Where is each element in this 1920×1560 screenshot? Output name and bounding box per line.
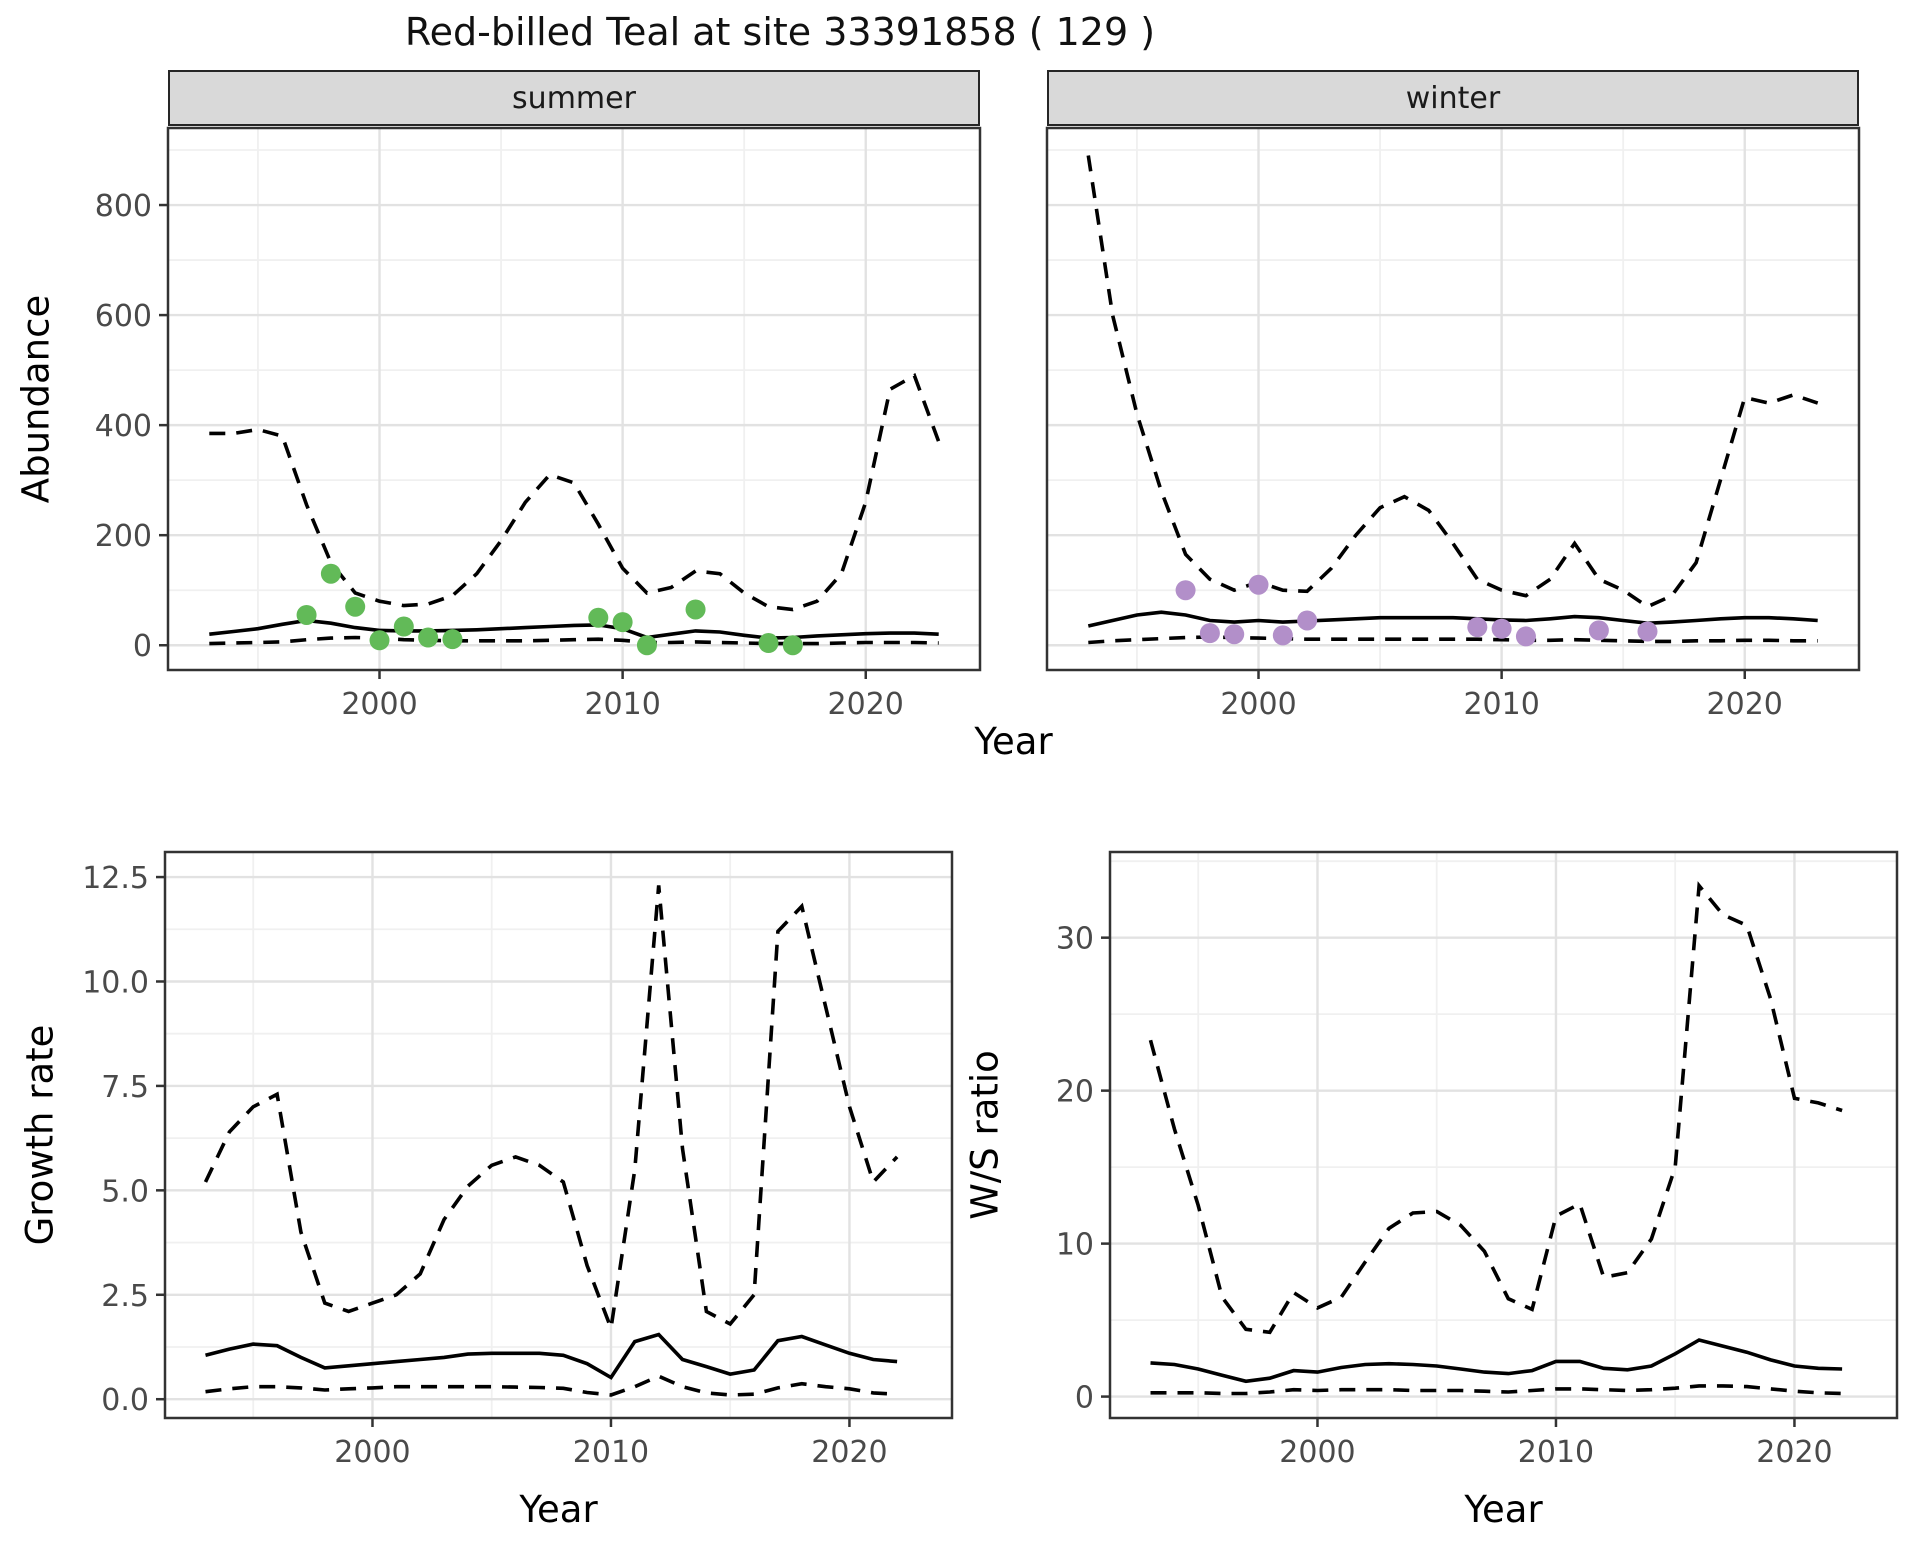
svg-text:200: 200 xyxy=(95,519,152,554)
svg-text:5.0: 5.0 xyxy=(101,1174,149,1209)
facet-label-winter: winter xyxy=(1405,80,1501,116)
x-axis-label-top: Year xyxy=(974,720,1053,763)
svg-text:2020: 2020 xyxy=(1707,687,1783,722)
svg-text:2010: 2010 xyxy=(1518,1435,1594,1470)
svg-text:2010: 2010 xyxy=(573,1435,649,1470)
svg-text:30: 30 xyxy=(1056,922,1094,957)
svg-text:10.0: 10.0 xyxy=(82,965,149,1000)
plot-title: Red-billed Teal at site 33391858 ( 129 ) xyxy=(404,10,1156,54)
svg-text:2000: 2000 xyxy=(341,687,417,722)
ws-ratio-chart: 2000 2010 2020 0 10 20 30 xyxy=(1056,850,1899,1470)
svg-text:2020: 2020 xyxy=(828,687,904,722)
y-axis-label-growth-rate: Growth rate xyxy=(18,1024,62,1246)
svg-text:0: 0 xyxy=(133,629,152,664)
x-axis-label-growth: Year xyxy=(519,1488,598,1531)
svg-text:20: 20 xyxy=(1056,1075,1094,1110)
y-axis-label-ws-ratio: W/S ratio xyxy=(963,1050,1007,1220)
facet-label-summer: summer xyxy=(512,80,636,116)
growth-rate-chart: 2000 2010 2020 0.0 2.5 5.0 7.5 10.0 12.5 xyxy=(82,850,954,1470)
svg-text:2020: 2020 xyxy=(811,1435,887,1470)
x-axis-label-ws: Year xyxy=(1464,1488,1543,1531)
svg-text:12.5: 12.5 xyxy=(82,861,149,896)
facet-strip-winter: winter xyxy=(1047,70,1859,126)
svg-text:10: 10 xyxy=(1056,1228,1094,1263)
svg-text:2.5: 2.5 xyxy=(101,1279,149,1314)
svg-text:2000: 2000 xyxy=(1220,687,1296,722)
abundance-winter-chart: 2000 2010 2020 xyxy=(1045,126,1861,722)
svg-text:2000: 2000 xyxy=(1279,1435,1355,1470)
svg-text:2010: 2010 xyxy=(1463,687,1539,722)
svg-text:800: 800 xyxy=(95,189,152,224)
svg-text:400: 400 xyxy=(95,409,152,444)
svg-text:600: 600 xyxy=(95,299,152,334)
svg-text:2000: 2000 xyxy=(334,1435,410,1470)
svg-text:2010: 2010 xyxy=(584,687,660,722)
svg-text:7.5: 7.5 xyxy=(101,1070,149,1105)
svg-text:2020: 2020 xyxy=(1756,1435,1832,1470)
abundance-summer-chart: 2000 2010 2020 0 200 400 600 800 xyxy=(95,126,982,722)
facet-strip-summer: summer xyxy=(168,70,980,126)
y-axis-label-abundance: Abundance xyxy=(14,294,58,504)
svg-text:0.0: 0.0 xyxy=(101,1383,149,1418)
svg-text:0: 0 xyxy=(1075,1381,1094,1416)
